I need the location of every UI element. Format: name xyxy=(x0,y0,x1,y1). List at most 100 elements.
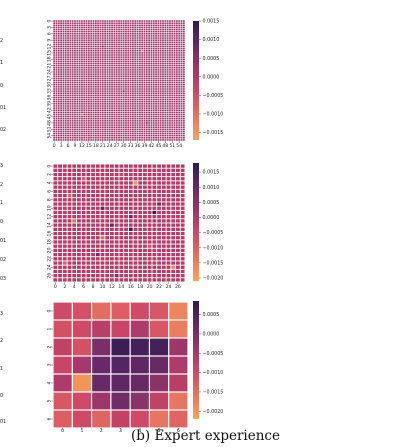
heatmap-cell xyxy=(60,134,62,137)
heatmap-cell xyxy=(157,49,160,52)
heatmap-cell xyxy=(62,198,67,202)
heatmap-cell xyxy=(120,113,123,116)
heatmap-cell xyxy=(169,62,171,65)
heatmap-cell xyxy=(104,37,106,39)
heatmap-cell xyxy=(104,30,106,33)
heatmap-cell xyxy=(67,189,72,194)
heatmap-cell xyxy=(91,185,95,189)
heatmap-cell xyxy=(99,49,102,52)
heatmap-cell xyxy=(120,71,123,73)
heatmap-cell xyxy=(152,240,157,244)
heatmap-cell xyxy=(71,117,74,120)
heatmap-cell xyxy=(127,41,130,44)
heatmap-cell xyxy=(111,302,130,320)
heatmap-cell xyxy=(180,257,185,261)
heatmap-cell xyxy=(147,231,152,236)
heatmap-cell xyxy=(159,90,162,92)
heatmap-cell xyxy=(155,43,157,46)
heatmap-cell xyxy=(58,168,62,172)
heatmap-cell xyxy=(111,75,113,78)
heatmap-cell xyxy=(150,120,153,122)
heatmap-cell xyxy=(94,79,97,82)
heatmap-cell xyxy=(81,47,83,50)
heatmap-cell xyxy=(53,33,56,35)
heatmap-cell xyxy=(166,79,169,82)
heatmap-cell xyxy=(171,92,174,95)
heatmap-cell xyxy=(92,35,95,37)
heatmap-cell xyxy=(136,79,139,82)
heatmap-cell xyxy=(114,248,119,253)
heatmap-cell xyxy=(119,177,124,181)
heatmap-cell xyxy=(111,103,113,105)
heatmap-cell xyxy=(71,100,74,103)
heatmap-cell xyxy=(81,134,83,137)
heatmap-cell xyxy=(141,83,144,86)
heatmap-cell xyxy=(148,64,150,67)
heatmap-cell xyxy=(67,77,69,80)
heatmap-cell xyxy=(71,58,74,61)
heatmap-cell xyxy=(150,107,153,109)
heatmap-cell xyxy=(134,39,137,41)
heatmap-cell xyxy=(169,71,171,73)
heatmap-cell xyxy=(110,227,114,231)
heatmap-cell xyxy=(129,96,132,99)
heatmap-cell xyxy=(159,126,162,128)
heatmap-cell xyxy=(67,223,72,227)
heatmap-cell xyxy=(53,22,56,24)
heatmap-cell xyxy=(72,320,91,338)
heatmap-cell xyxy=(100,172,105,177)
heatmap-cell xyxy=(62,128,65,131)
heatmap-cell xyxy=(141,26,144,29)
heatmap-cell xyxy=(143,37,146,39)
heatmap-cell xyxy=(150,132,153,135)
heatmap-cell xyxy=(162,81,164,84)
colorbar-tick-label: 0.0000 xyxy=(203,74,220,80)
heatmap-cell xyxy=(53,105,56,107)
heatmap-cell xyxy=(129,113,132,116)
heatmap-cell xyxy=(148,134,150,137)
heatmap-cell xyxy=(120,115,123,118)
heatmap-cell xyxy=(138,274,143,278)
heatmap-cell xyxy=(95,244,100,248)
heatmap-cell xyxy=(161,265,166,269)
heatmap-cell xyxy=(90,33,93,35)
heatmap-cell xyxy=(108,130,111,133)
heatmap-cell xyxy=(157,240,161,244)
heatmap-cell xyxy=(83,28,86,31)
heatmap-cell xyxy=(78,58,81,61)
heatmap-cell xyxy=(132,22,134,24)
heatmap-cell xyxy=(157,45,160,48)
heatmap-cell xyxy=(60,66,62,69)
heatmap-cell xyxy=(122,45,125,48)
heatmap-cell xyxy=(176,132,178,135)
heatmap-cell xyxy=(133,252,138,257)
heatmap-cell xyxy=(128,177,133,181)
heatmap-cell xyxy=(113,52,116,54)
heatmap-cell xyxy=(111,139,113,141)
heatmap-cell xyxy=(88,115,90,118)
heatmap-cell xyxy=(176,98,178,101)
heatmap-cell xyxy=(152,45,155,48)
heatmap-cell xyxy=(134,83,137,86)
heatmap-cell xyxy=(141,71,144,73)
heatmap-cell xyxy=(88,37,90,39)
heatmap-cell xyxy=(95,252,100,257)
heatmap-cell xyxy=(119,185,124,189)
heatmap-cell xyxy=(76,28,79,31)
heatmap-cell xyxy=(141,58,144,61)
heatmap-cell xyxy=(124,202,128,206)
heatmap-cell xyxy=(132,64,134,67)
x-tick-label: 9 xyxy=(74,143,77,149)
heatmap-cell xyxy=(157,47,160,50)
heatmap-cell xyxy=(100,168,105,172)
heatmap-cell xyxy=(159,132,162,135)
heatmap-cell xyxy=(101,103,104,105)
heatmap-cell xyxy=(176,77,178,80)
heatmap-cell xyxy=(67,206,72,210)
heatmap-cell xyxy=(173,137,176,139)
heatmap-cell xyxy=(111,41,113,44)
heatmap-cell xyxy=(106,66,109,69)
heatmap-cell xyxy=(171,206,176,210)
heatmap-cell xyxy=(138,198,143,202)
heatmap-cell xyxy=(132,58,134,61)
